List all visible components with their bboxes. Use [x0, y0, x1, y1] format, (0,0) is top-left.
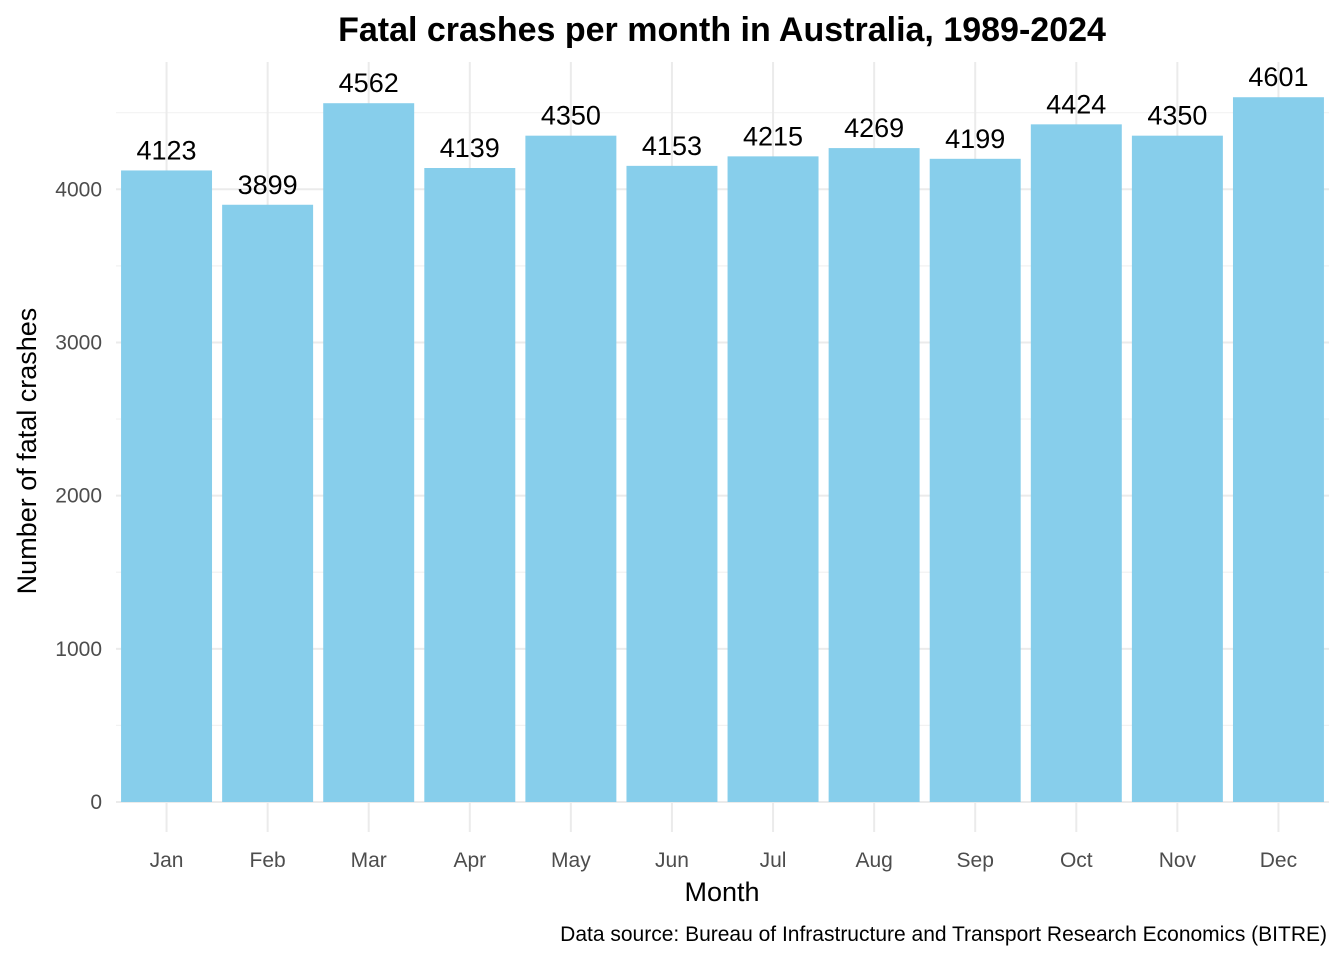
bar-oct [1030, 124, 1122, 802]
bars [121, 97, 1324, 803]
x-axis-ticks: Jan Feb Mar Apr May Jun Jul Aug Sep Oct Nov Dec [150, 849, 1298, 872]
x-tick-label-mar: Mar [351, 849, 387, 872]
data-label-nov: 4350 [1147, 101, 1207, 131]
bar-jan [121, 170, 213, 803]
y-tick-label: 4000 [55, 178, 102, 201]
y-tick-label: 3000 [55, 331, 102, 354]
x-tick-label-nov: Nov [1159, 849, 1197, 872]
y-axis-title: Number of fatal crashes [12, 308, 42, 595]
y-tick-label: 0 [90, 791, 102, 814]
data-label-may: 4350 [541, 101, 601, 131]
y-tick-label: 2000 [55, 485, 102, 508]
bar-mar [323, 103, 415, 803]
x-tick-label-sep: Sep [957, 849, 994, 872]
x-tick-label-aug: Aug [855, 849, 892, 872]
data-label-dec: 4601 [1248, 62, 1308, 92]
bar-jun [626, 165, 718, 803]
data-label-oct: 4424 [1046, 89, 1106, 119]
data-label-jan: 4123 [137, 135, 197, 165]
bar-dec [1232, 97, 1324, 802]
data-label-mar: 4562 [339, 68, 399, 98]
x-tick-label-dec: Dec [1260, 849, 1297, 872]
bar-apr [424, 167, 516, 802]
data-label-jul: 4215 [743, 121, 803, 151]
bar-feb [222, 204, 314, 802]
chart-title: Fatal crashes per month in Australia, 19… [338, 11, 1106, 49]
x-tick-label-may: May [551, 849, 591, 872]
x-tick-label-jul: Jul [760, 849, 787, 872]
bar-nov [1131, 135, 1223, 802]
bar-jul [727, 156, 819, 802]
bar-aug [828, 148, 920, 802]
data-label-sep: 4199 [945, 124, 1005, 154]
data-label-apr: 4139 [440, 133, 500, 163]
bar-may [525, 135, 617, 802]
y-axis-ticks: 0 1000 2000 3000 4000 [55, 178, 102, 814]
data-labels: 4123 3899 4562 4139 4350 4153 4215 4269 4199 4424… [137, 62, 1309, 200]
x-tick-label-apr: Apr [453, 849, 486, 872]
data-label-feb: 3899 [238, 170, 298, 200]
chart-caption: Data source: Bureau of Infrastructure an… [560, 923, 1327, 946]
data-label-jun: 4153 [642, 131, 702, 161]
x-tick-label-jan: Jan [150, 849, 184, 872]
y-tick-label: 1000 [55, 638, 102, 661]
x-tick-label-oct: Oct [1060, 849, 1093, 872]
x-tick-label-feb: Feb [250, 849, 286, 872]
data-label-aug: 4269 [844, 113, 904, 143]
bar-sep [929, 158, 1021, 803]
x-tick-label-jun: Jun [655, 849, 689, 872]
x-axis-title: Month [684, 877, 759, 907]
